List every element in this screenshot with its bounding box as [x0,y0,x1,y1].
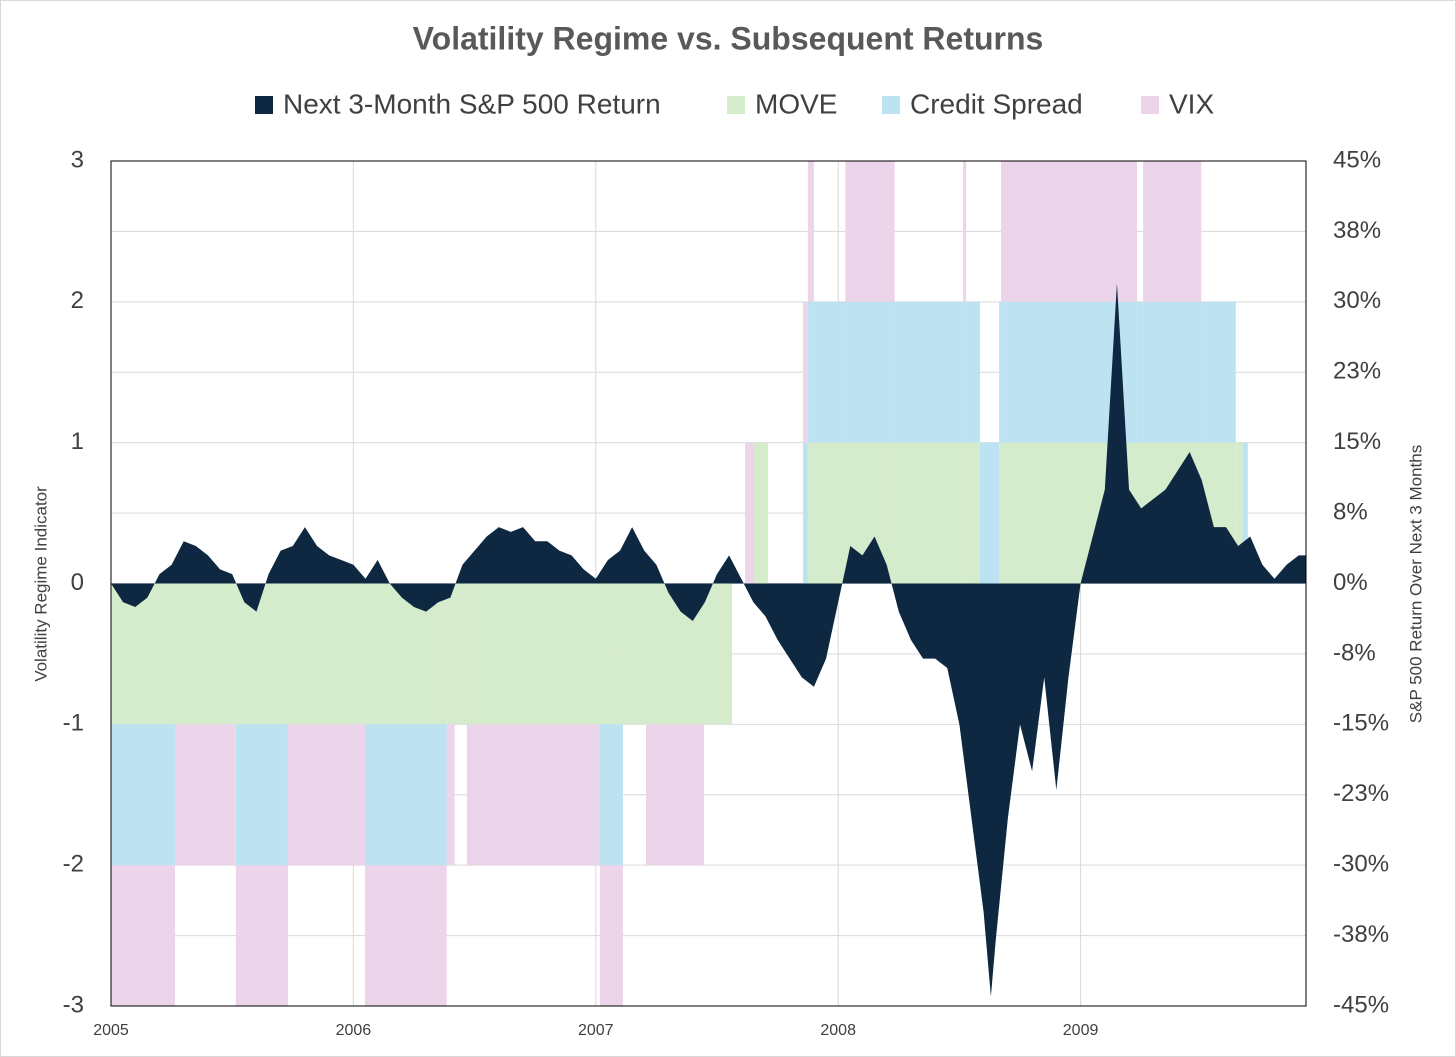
y-tick-label: 3 [71,146,84,173]
return-area [111,283,1306,997]
regime-band [111,724,175,866]
regime-band [963,161,967,302]
y2-tick-label: -30% [1333,851,1389,878]
regime-band [111,583,175,725]
regime-band [1143,161,1202,302]
regime-band [365,583,447,725]
y2-tick-label: -45% [1333,991,1389,1018]
y2-tick-label: -8% [1333,639,1376,666]
regime-band [807,301,814,443]
x-tick-label: 2006 [336,1022,372,1039]
regime-band [803,442,808,584]
legend-swatch [1141,96,1159,114]
regime-band [703,583,733,725]
y2-tick-label: -15% [1333,710,1389,737]
regime-band [1242,442,1248,584]
regime-band [235,865,288,1006]
y-tick-label: -1 [63,710,84,737]
legend-swatch [727,96,745,114]
y2-tick-label: -38% [1333,921,1389,948]
legend-label: Next 3-Month S&P 500 Return [283,88,661,119]
regime-band [235,583,288,725]
regime-band [365,865,447,1006]
regime-band [803,301,808,443]
regime-band [1143,301,1202,443]
regime-band [807,442,814,584]
regime-band [999,442,1002,584]
y2-tick-label: 45% [1333,146,1381,173]
x-tick-label: 2009 [1063,1022,1099,1039]
regime-band [845,161,895,302]
plot-border [110,160,1307,1007]
legend-swatch [255,96,273,114]
y-tick-label: -2 [63,851,84,878]
regime-band [599,583,623,725]
legend-label: VIX [1169,88,1214,119]
regime-band [1001,161,1138,302]
regime-band [754,442,768,584]
x-tick-label: 2008 [820,1022,856,1039]
y2-axis-label: S&P 500 Return Over Next 3 Months [1406,445,1425,723]
y-axis-label: Volatility Regime Indicator [31,486,50,682]
regime-band [466,583,600,725]
y2-tick-label: 30% [1333,287,1381,314]
regime-band [599,865,623,1006]
regime-band [966,442,980,584]
regime-band [999,301,1002,443]
regime-band [365,724,447,866]
regime-band [599,724,623,866]
y-tick-label: -3 [63,991,84,1018]
regime-band [963,301,967,443]
y-tick-label: 1 [71,428,84,455]
x-tick-label: 2005 [93,1022,129,1039]
y2-tick-label: 0% [1333,569,1368,596]
legend-swatch [882,96,900,114]
regime-band [813,442,846,584]
regime-band [966,301,980,443]
regime-band [645,724,704,866]
x-tick-label: 2007 [578,1022,614,1039]
y2-tick-label: 38% [1333,217,1381,244]
y2-tick-label: -23% [1333,780,1389,807]
regime-band [963,442,967,584]
regime-band [894,442,964,584]
regime-band [446,724,455,866]
regime-band [446,583,455,725]
legend-label: MOVE [755,88,837,119]
regime-band [111,865,175,1006]
legend-label: Credit Spread [910,88,1083,119]
regime-band [813,301,846,443]
regime-band [466,724,600,866]
regime-band [287,724,366,866]
regime-band [1235,442,1243,584]
regime-band [174,583,236,725]
regime-band [287,583,366,725]
regime-band [745,442,755,584]
regime-band [1201,301,1236,443]
y-tick-label: 2 [71,287,84,314]
regime-band [1137,301,1144,443]
y-tick-label: 0 [71,569,84,596]
y2-tick-label: 8% [1333,498,1368,525]
regime-band [174,724,236,866]
y2-tick-label: 23% [1333,358,1381,385]
regime-band [454,583,467,725]
chart-title: Volatility Regime vs. Subsequent Returns [413,20,1044,56]
regime-band [845,301,895,443]
regime-band [979,442,1000,584]
regime-band [622,583,646,725]
regime-band [807,161,814,302]
y2-tick-label: 15% [1333,428,1381,455]
regime-band [235,724,288,866]
regime-band [894,301,964,443]
